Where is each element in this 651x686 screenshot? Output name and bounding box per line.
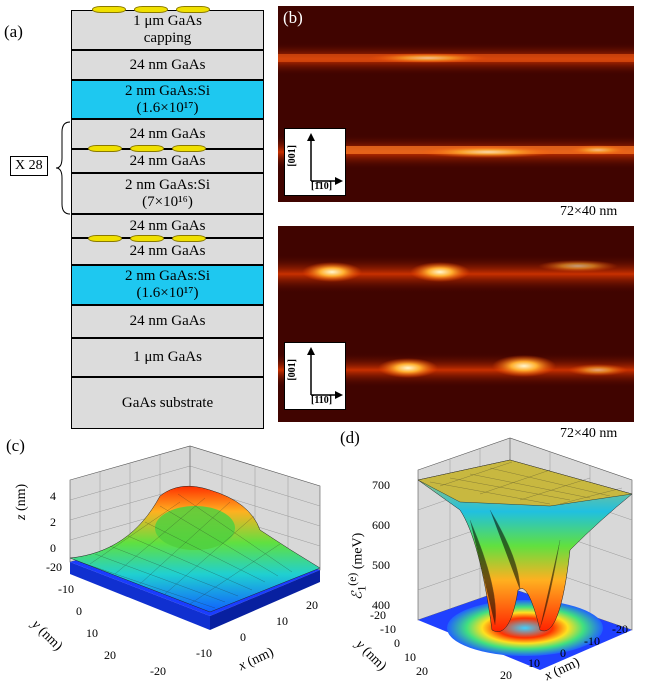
y-tick-d-1: -10 xyxy=(380,622,396,636)
y-tick-d-0: -20 xyxy=(370,608,386,622)
x-tick-c-0: -20 xyxy=(150,664,166,678)
quantum-dot xyxy=(176,6,210,13)
y-tick-c-3: 10 xyxy=(86,626,98,640)
x-tick-c-2: 0 xyxy=(240,630,246,644)
z-tick-label-2: 2 xyxy=(50,515,56,529)
layer-label: 24 nm GaAs xyxy=(129,152,206,169)
stm-image-bottom: [001] [110] xyxy=(278,226,634,422)
layer-label: 2 nm GaAs:Si xyxy=(124,268,210,284)
layer-4: 24 nm GaAs xyxy=(71,149,264,173)
layer-3: 24 nm GaAs xyxy=(71,119,264,149)
layer-label: 1 μm GaAs xyxy=(133,349,202,365)
layer-sublabel: (1.6×10¹⁷) xyxy=(136,285,199,301)
repeat-label: X 28 xyxy=(10,156,48,176)
layer-label: 2 nm GaAs:Si xyxy=(124,82,210,99)
axis-001-label-bottom: [001] xyxy=(287,359,298,381)
z-axis-label: z (nm) xyxy=(14,483,29,520)
panel-label-d: (d) xyxy=(340,428,360,447)
x-tick-d-0: 20 xyxy=(500,668,512,682)
layer-9: 24 nm GaAs xyxy=(71,305,264,338)
layer-label: 24 nm GaAs xyxy=(129,217,206,234)
surface-plot-d xyxy=(417,437,633,670)
quantum-dot xyxy=(134,6,168,13)
y-tick-d-2: 0 xyxy=(394,636,400,650)
y-tick-d-3: 10 xyxy=(404,650,416,664)
panel-label-b: (b) xyxy=(283,8,303,27)
quantum-dot xyxy=(130,145,164,152)
panel-label-a: (a) xyxy=(4,22,23,41)
x-tick-d-2: 0 xyxy=(560,646,566,660)
layer-10: 1 μm GaAs xyxy=(71,338,264,377)
layer-11: GaAs substrate xyxy=(71,377,264,429)
e-axis-label: ℰ1(e) (meV) xyxy=(346,532,369,600)
layer-6: 24 nm GaAs xyxy=(71,214,264,238)
e-tick-500: 500 xyxy=(372,558,390,572)
layer-0: 1 μm GaAs capping xyxy=(71,10,264,50)
quantum-dot xyxy=(130,235,164,242)
panel-label-c: (c) xyxy=(6,436,25,455)
repeat-bracket xyxy=(55,121,71,215)
layer-label: 2 nm GaAs:Si xyxy=(124,176,210,193)
layer-label: 1 μm GaAs xyxy=(133,13,202,29)
quantum-dot xyxy=(92,6,126,13)
e-tick-700: 700 xyxy=(372,478,390,492)
layer-label: 24 nm GaAs xyxy=(129,243,206,259)
z-tick-label-0: 0 xyxy=(50,541,56,555)
z-tick-label-4: 4 xyxy=(50,489,56,503)
e-tick-400: 400 xyxy=(372,598,390,612)
y-tick-c-0: -20 xyxy=(46,560,62,574)
stm-image-top: [001] [1̄10] xyxy=(278,6,634,202)
layer-sublabel: (1.6×10¹⁷) xyxy=(136,99,199,116)
quantum-dot xyxy=(88,235,122,242)
y-tick-c-2: 0 xyxy=(76,604,82,618)
layer-label: 24 nm GaAs xyxy=(129,125,206,142)
layer-sublabel: (7×10¹⁶) xyxy=(142,193,193,210)
y-tick-c-4: 20 xyxy=(104,648,116,662)
layer-2: 2 nm GaAs:Si (1.6×10¹⁷) xyxy=(71,80,264,119)
surface-plot-c xyxy=(69,445,321,630)
layer-1: 24 nm GaAs xyxy=(71,50,264,80)
quantum-dot xyxy=(172,145,206,152)
x-tick-d-4: -20 xyxy=(612,622,628,636)
layer-label: GaAs substrate xyxy=(121,394,214,411)
x-tick-c-4: 20 xyxy=(306,598,318,612)
layer-8: 2 nm GaAs:Si (1.6×10¹⁷) xyxy=(71,265,264,305)
layer-7: 24 nm GaAs xyxy=(71,238,264,265)
quantum-dot xyxy=(88,145,122,152)
layer-label: 24 nm GaAs xyxy=(129,313,206,329)
axis-110-label: [110] xyxy=(311,395,333,406)
x-tick-d-3: -10 xyxy=(584,634,600,648)
axis-001-label: [001] xyxy=(287,145,298,167)
layer-5: 2 nm GaAs:Si (7×10¹⁶) xyxy=(71,173,264,214)
y-tick-c-1: -10 xyxy=(58,582,74,596)
stm-axis-inset-top: [001] [1̄10] xyxy=(284,128,346,196)
quantum-dot xyxy=(172,235,206,242)
y-axis-label-d: y (nm) xyxy=(352,637,390,675)
x-tick-c-1: -10 xyxy=(196,646,212,660)
y-tick-d-4: 20 xyxy=(416,664,428,678)
stm-axis-inset-bottom: [001] [110] xyxy=(284,342,346,410)
x-tick-d-1: 10 xyxy=(528,656,540,670)
e-tick-600: 600 xyxy=(372,518,390,532)
layer-label: 24 nm GaAs xyxy=(129,56,206,73)
scale-label-top: 72×40 nm xyxy=(560,204,618,219)
layer-sublabel: capping xyxy=(143,30,192,46)
axis-1-10-label: [1̄10] xyxy=(311,181,333,192)
x-tick-c-3: 10 xyxy=(276,614,288,628)
scale-label-bottom: 72×40 nm xyxy=(560,426,618,441)
